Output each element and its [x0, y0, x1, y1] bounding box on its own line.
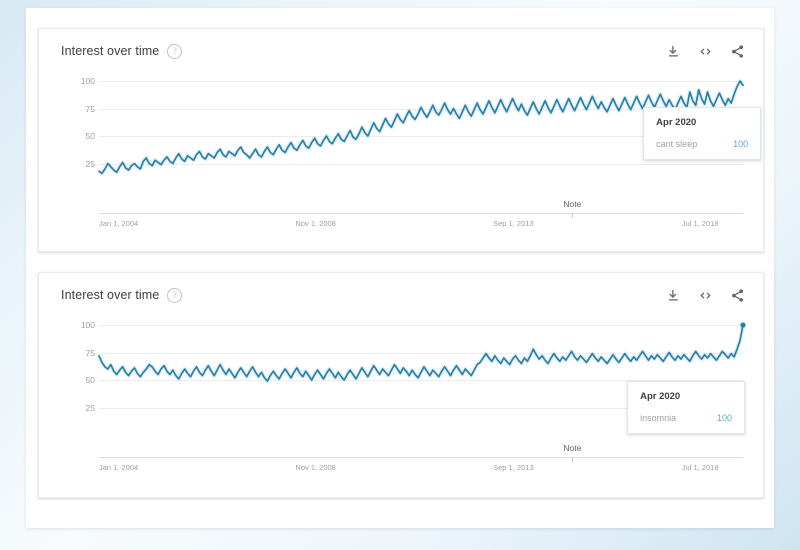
- x-axis-tick-label: Nov 1, 2008: [295, 463, 336, 472]
- tooltip-date: Apr 2020: [656, 117, 697, 128]
- x-axis-tick-label: Jan 1, 2004: [99, 219, 139, 228]
- embed-code-icon[interactable]: [698, 44, 713, 59]
- gridline: [99, 380, 743, 381]
- chart-plot-area-bottom: 100 75 50 25 Jan 1, 2004 Nov 1, 2008 Sep 1, 20…: [59, 317, 746, 487]
- chart-canvas[interactable]: 100 75 50 25 Jan 1, 2004 Nov 1, 2008 Sep 1, 20…: [59, 317, 746, 487]
- page-title: Interest over time: [61, 44, 160, 58]
- x-axis-line: [99, 213, 743, 214]
- note-annotation-label[interactable]: Note: [563, 443, 582, 453]
- tooltip-term: cant sleep: [656, 139, 698, 149]
- help-circle-icon[interactable]: ?: [167, 287, 183, 303]
- x-axis-line: [99, 457, 743, 458]
- note-annotation-label[interactable]: Note: [563, 199, 582, 209]
- y-axis-tick-label: 50: [85, 375, 95, 385]
- x-axis-tick-label: Sep 1, 2013: [493, 463, 534, 472]
- y-axis-tick-label: 25: [85, 402, 95, 413]
- gridline: [99, 81, 743, 82]
- gridline: [99, 163, 743, 165]
- gridline: [99, 325, 743, 326]
- x-axis-tick-label: Jul 1, 2018: [681, 463, 719, 472]
- interest-over-time-card-top: Interest over time ? 100 75 50 25 Jan 1, 200…: [38, 28, 764, 252]
- y-axis-tick-label: 75: [85, 103, 95, 114]
- gridline: [99, 407, 743, 409]
- gridline: [99, 352, 743, 354]
- y-axis-tick-label: 100: [80, 76, 95, 86]
- data-point-marker: [740, 322, 746, 328]
- series-line-cant sleep: [97, 78, 745, 176]
- y-axis-tick-label: 100: [80, 320, 95, 330]
- help-circle-icon[interactable]: ?: [167, 43, 183, 59]
- x-axis-tick-label: Jan 1, 2004: [99, 463, 139, 472]
- y-axis-tick-label: 25: [85, 158, 95, 169]
- card-header: Interest over time ?: [39, 29, 763, 73]
- y-axis-tick-label: 75: [85, 347, 95, 358]
- header-actions: [666, 288, 745, 303]
- tooltip-date: Apr 2020: [640, 391, 681, 402]
- series-line-insomnia: [96, 322, 746, 384]
- x-axis-tick-label: Jul 1, 2018: [681, 219, 719, 228]
- chart-tooltip: Apr 2020 insomnia 100: [627, 381, 746, 434]
- tooltip-value: 100: [733, 139, 749, 149]
- page-title: Interest over time: [61, 288, 160, 302]
- note-annotation-tick: [572, 457, 574, 462]
- tooltip-value: 100: [717, 413, 733, 423]
- x-axis-tick-label: Sep 1, 2013: [493, 219, 534, 228]
- chart-canvas[interactable]: 100 75 50 25 Jan 1, 2004 Nov 1, 2008 Sep 1, 20…: [59, 73, 745, 243]
- interest-over-time-card-bottom: Interest over time ? 100 75 50 25 Jan 1, 200…: [38, 272, 764, 498]
- tooltip-term: insomnia: [640, 413, 677, 423]
- gridline: [99, 136, 743, 137]
- download-icon[interactable]: [666, 288, 681, 303]
- x-axis-tick-label: Nov 1, 2008: [295, 219, 336, 228]
- chart-plot-area-top: 100 75 50 25 Jan 1, 2004 Nov 1, 2008 Sep 1, 20…: [59, 73, 762, 243]
- download-icon[interactable]: [666, 44, 681, 59]
- share-icon[interactable]: [730, 288, 745, 303]
- y-axis-tick-label: 50: [85, 131, 95, 141]
- chart-tooltip: Apr 2020 cant sleep 100: [643, 107, 762, 160]
- note-annotation-tick: [572, 213, 574, 218]
- header-actions: [666, 44, 745, 59]
- share-icon[interactable]: [730, 44, 745, 59]
- card-header: Interest over time ?: [39, 273, 763, 317]
- embed-code-icon[interactable]: [698, 288, 713, 303]
- tooltip-row: insomnia 100: [640, 413, 732, 423]
- tooltip-row: cant sleep 100: [656, 139, 748, 149]
